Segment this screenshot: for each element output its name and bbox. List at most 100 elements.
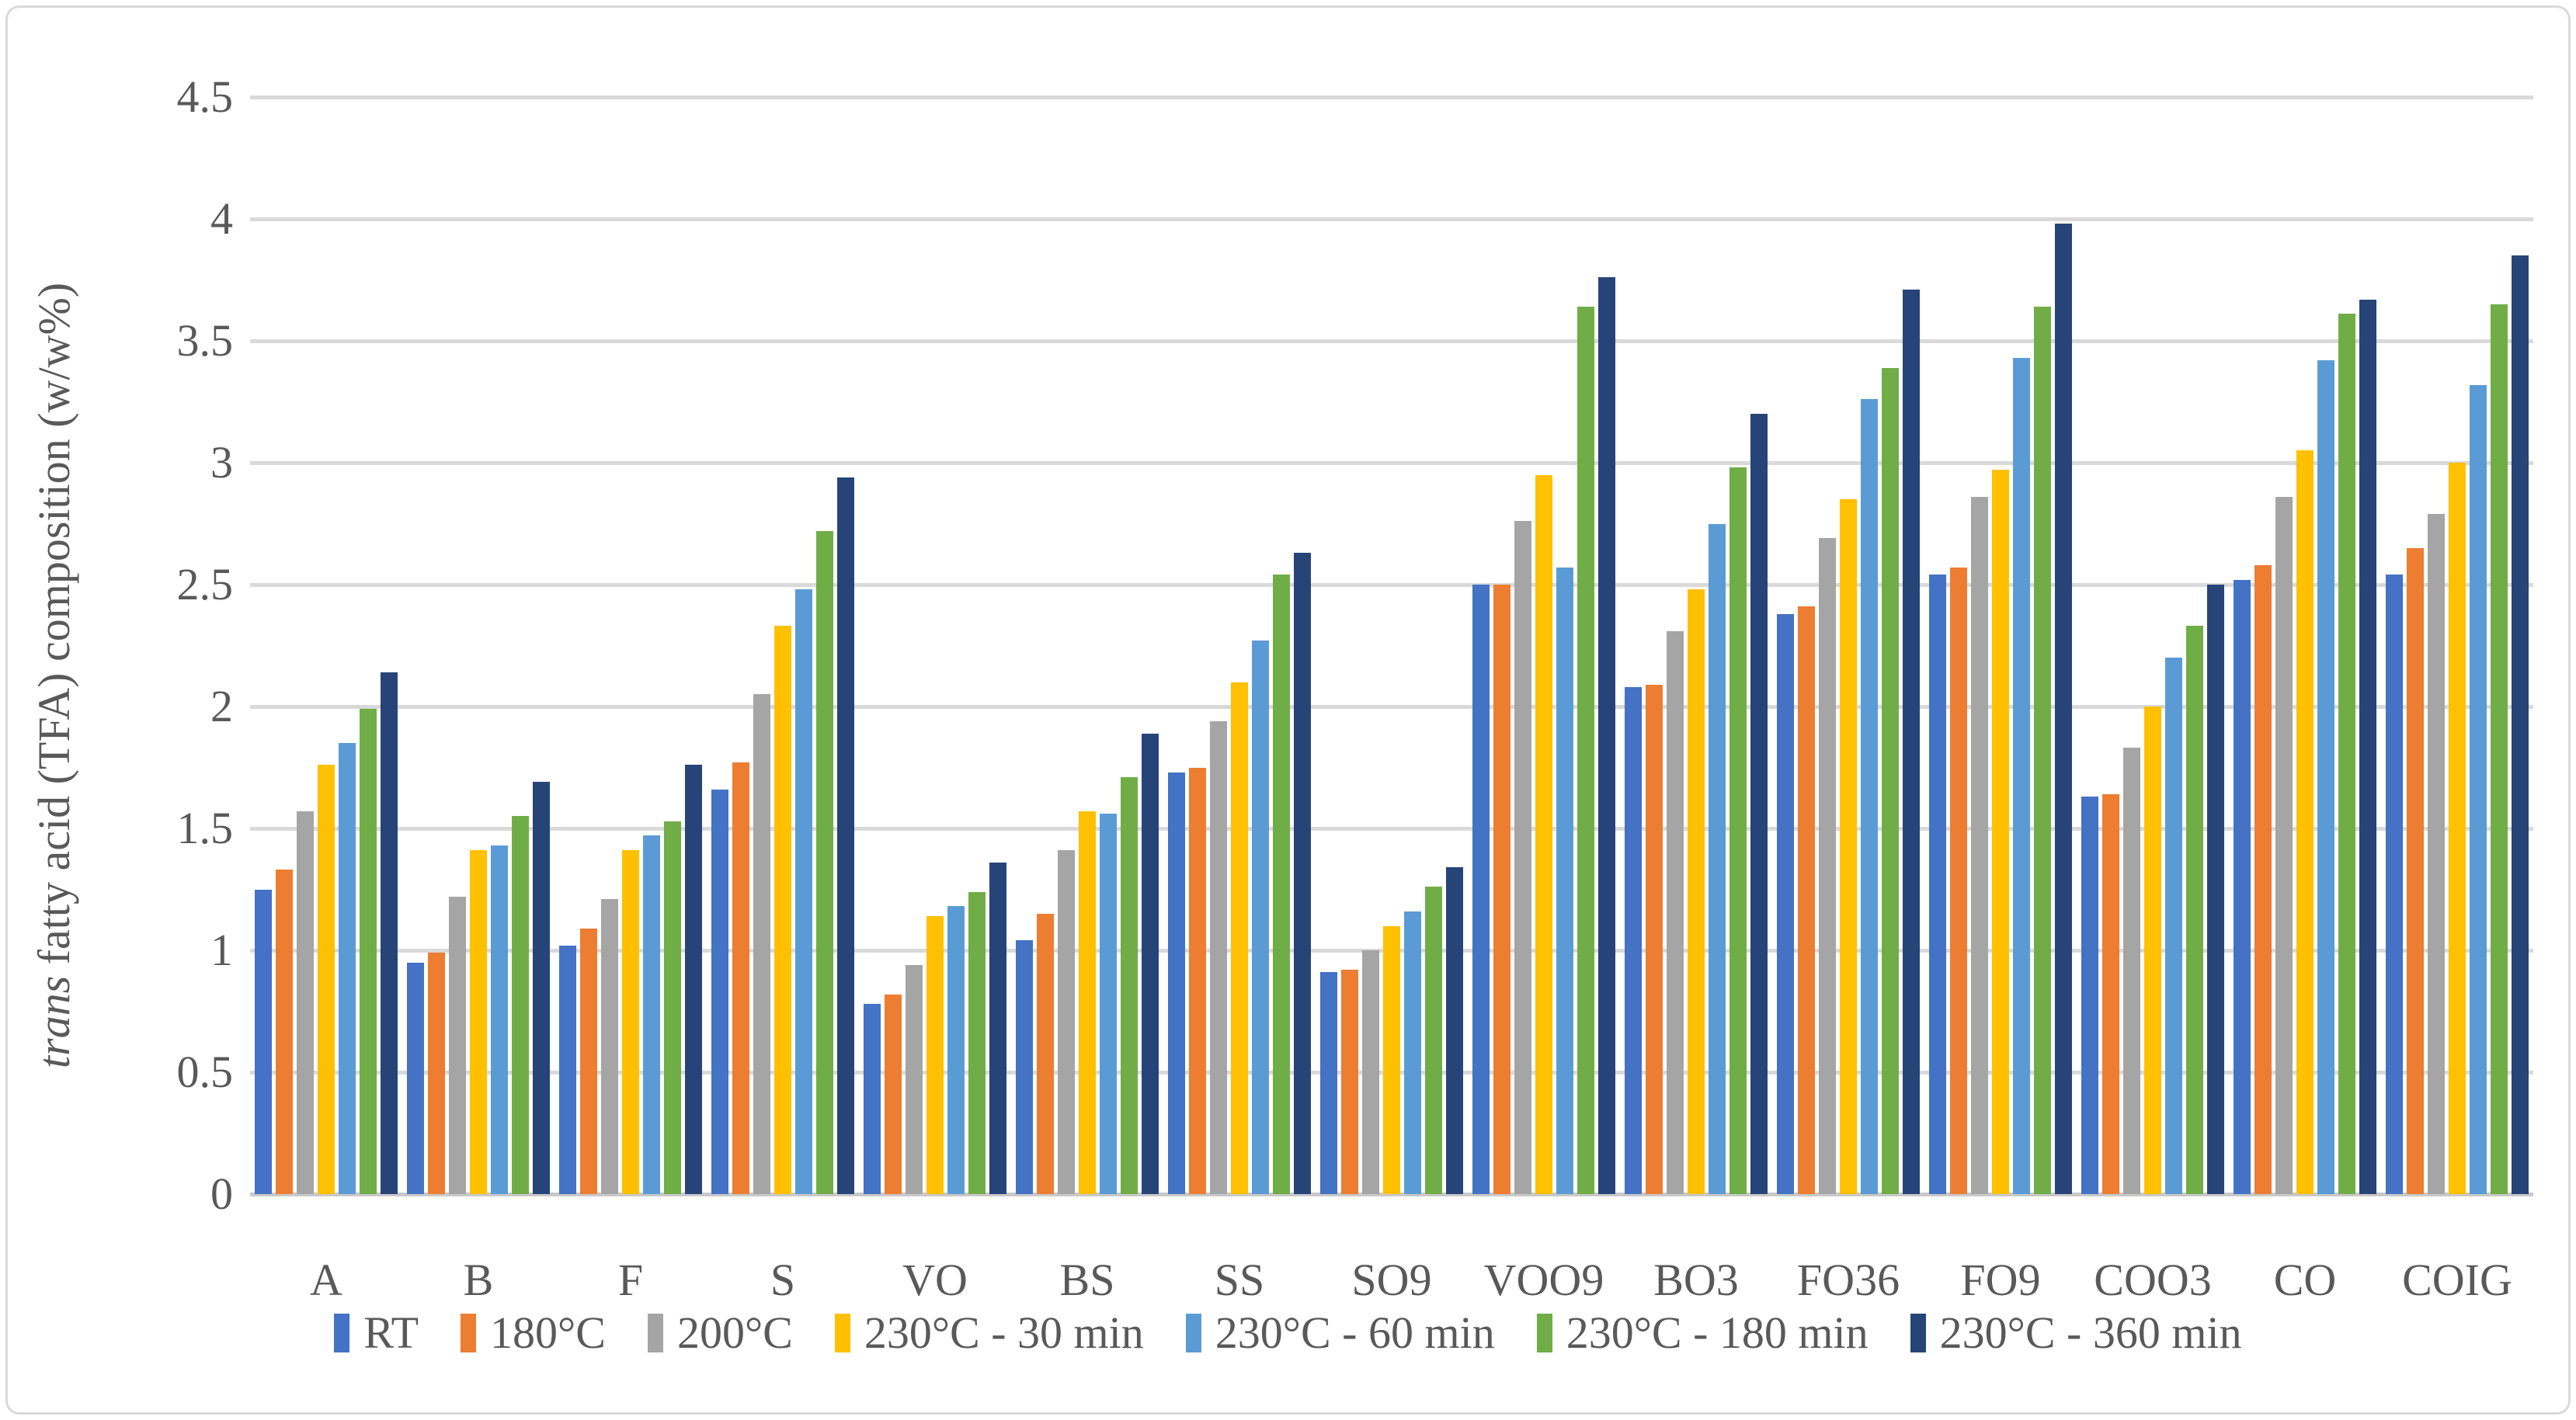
bar — [2165, 658, 2182, 1194]
bar — [1556, 568, 1573, 1194]
bar — [926, 916, 944, 1194]
bar — [407, 962, 424, 1194]
bar — [622, 850, 639, 1194]
bar — [1079, 811, 1096, 1194]
bar-group-BS — [1011, 97, 1163, 1194]
bar — [1189, 767, 1206, 1194]
bar — [1362, 950, 1379, 1194]
x-axis-label: B — [463, 1255, 494, 1305]
bar — [753, 694, 770, 1194]
bar — [1425, 887, 1442, 1194]
bar — [1750, 414, 1768, 1194]
bar — [1598, 277, 1615, 1194]
bar — [1929, 575, 1946, 1194]
bar — [1121, 777, 1138, 1194]
bar — [1341, 970, 1358, 1194]
legend-item: 180°C — [461, 1309, 606, 1357]
bar — [2144, 707, 2161, 1194]
legend-label: 230°C - 180 min — [1566, 1307, 1869, 1358]
y-axis-title-rest: fatty acid (TFA) composition (w/w%) — [29, 282, 79, 976]
bar — [1037, 913, 1054, 1194]
bar — [1058, 850, 1075, 1194]
bar — [1472, 585, 1490, 1194]
bar-group-VOO9 — [1468, 97, 1620, 1194]
bar — [1777, 613, 1794, 1194]
bar — [559, 945, 576, 1194]
bar — [2512, 255, 2529, 1194]
legend-item: 230°C - 60 min — [1185, 1307, 1495, 1358]
x-axis-label: VO — [902, 1255, 968, 1305]
bar — [360, 709, 377, 1194]
bar — [643, 835, 660, 1194]
legend-label: 230°C - 60 min — [1215, 1307, 1495, 1358]
bar — [1514, 521, 1531, 1194]
x-axis-label: FO9 — [1960, 1255, 2041, 1305]
bar — [2034, 307, 2051, 1194]
bar — [533, 782, 550, 1194]
legend-marker-icon — [1185, 1314, 1201, 1352]
bar-group-A — [250, 97, 402, 1194]
legend-item: 200°C — [647, 1309, 793, 1357]
bar — [512, 816, 529, 1194]
bar — [1646, 684, 1663, 1194]
bar — [1882, 367, 1899, 1194]
gridline — [250, 217, 2533, 221]
bar — [2386, 575, 2403, 1194]
bar — [339, 743, 356, 1194]
bar-group-CO — [2229, 97, 2381, 1194]
bar-group-B — [402, 97, 554, 1194]
y-tick-label: 4 — [210, 193, 233, 244]
bar — [2254, 564, 2272, 1194]
legend-marker-icon — [647, 1314, 663, 1352]
bar — [1252, 641, 1269, 1194]
bar — [1730, 467, 1747, 1194]
y-tick-label: 3.5 — [176, 315, 234, 366]
bar — [1168, 772, 1185, 1194]
bar — [989, 862, 1006, 1194]
bar — [297, 811, 314, 1194]
bar — [1100, 814, 1117, 1194]
y-tick-label: 0.5 — [176, 1047, 234, 1097]
bar — [2102, 794, 2119, 1194]
bar — [1688, 589, 1705, 1194]
bar — [1798, 606, 1815, 1194]
bar — [2013, 357, 2030, 1194]
legend-item: 230°C - 360 min — [1910, 1309, 2242, 1357]
x-axis-label: FO36 — [1796, 1255, 1900, 1305]
x-axis-label: BO3 — [1653, 1255, 1739, 1305]
bar — [1383, 925, 1400, 1194]
bar — [1971, 496, 1988, 1194]
bar — [2186, 626, 2203, 1194]
y-tick-label: 2 — [210, 681, 233, 731]
bar — [885, 994, 902, 1194]
bar-group-SS — [1163, 97, 1316, 1194]
gridline — [250, 827, 2533, 831]
bar — [1992, 470, 2009, 1194]
x-axis-label: A — [310, 1255, 342, 1305]
legend: RT 180°C 200°C 230°C - 30 min 230°C - 60 min… — [0, 1309, 2576, 1357]
bar-group-VO — [859, 97, 1011, 1194]
x-axis-label: COO3 — [2094, 1255, 2212, 1305]
x-axis-label: COIG — [2402, 1255, 2512, 1305]
bar — [470, 850, 487, 1194]
bar — [1294, 553, 1311, 1194]
x-axis-label: SO9 — [1351, 1255, 1432, 1305]
gridline — [250, 339, 2533, 343]
bar — [1231, 682, 1248, 1194]
x-axis-label: S — [770, 1255, 796, 1305]
bar-group-S — [707, 97, 859, 1194]
bar — [601, 899, 618, 1194]
bar — [2449, 463, 2466, 1194]
gridline — [250, 705, 2533, 709]
bar — [1577, 307, 1594, 1194]
x-axis-line — [250, 1193, 2533, 1196]
bar — [1840, 499, 1857, 1194]
bar-group-FO36 — [1772, 97, 1924, 1194]
bar — [1625, 686, 1642, 1194]
bar — [774, 626, 791, 1194]
y-tick-label: 4.5 — [176, 71, 234, 122]
legend-marker-icon — [1536, 1314, 1552, 1352]
bar — [2407, 547, 2424, 1194]
x-axis-label: SS — [1214, 1255, 1265, 1305]
